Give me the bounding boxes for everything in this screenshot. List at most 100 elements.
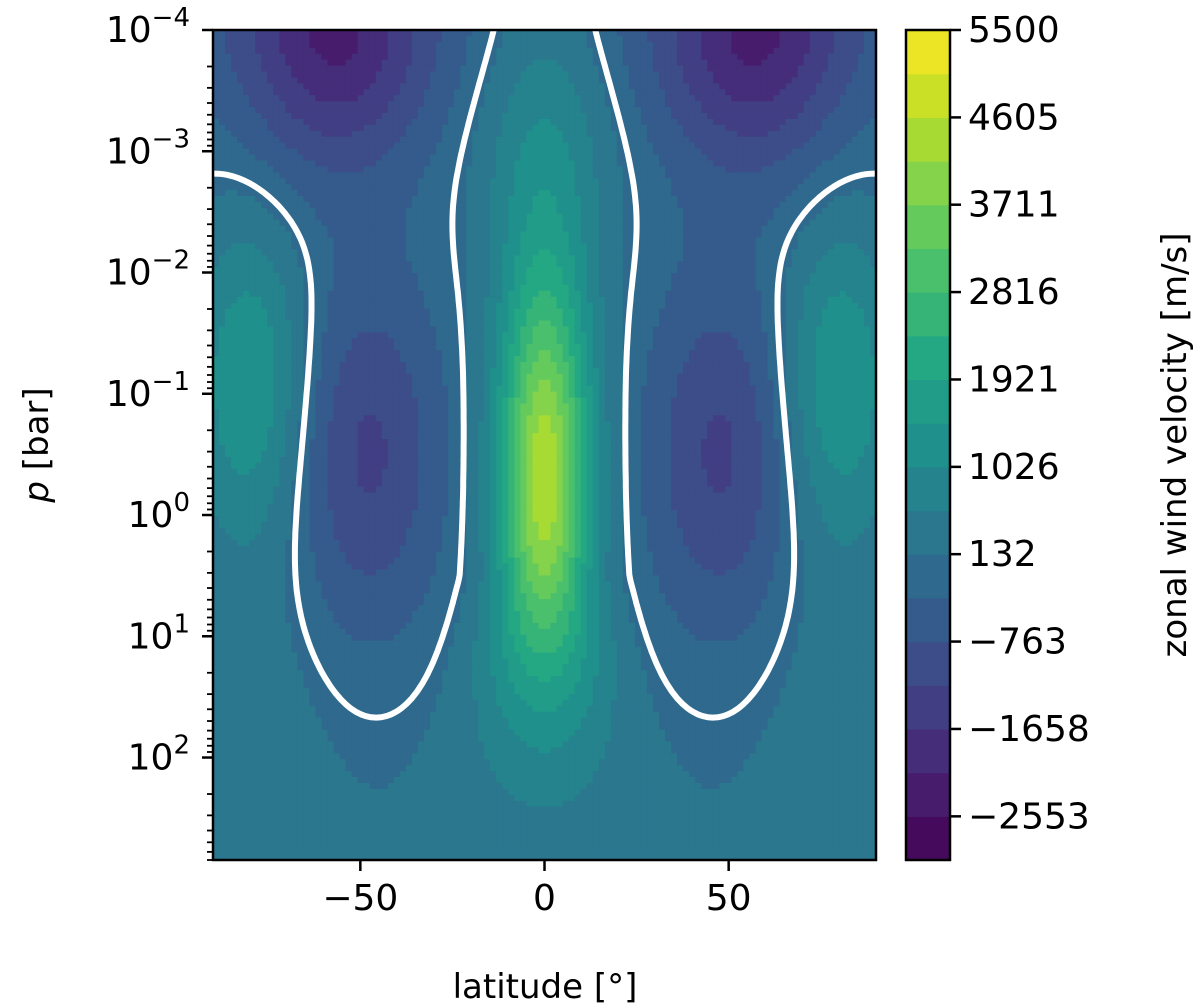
- contour-cell: [677, 207, 684, 215]
- contour-cell: [291, 95, 298, 102]
- contour-cell: [243, 290, 250, 298]
- contour-cell: [387, 89, 395, 96]
- contour-cell: [809, 154, 817, 162]
- contour-cell: [261, 136, 268, 144]
- contour-cell: [285, 142, 292, 150]
- contour-cell: [586, 213, 594, 221]
- contour-cell: [442, 190, 449, 197]
- contour-cell: [363, 267, 371, 274]
- contour-cell: [640, 207, 648, 215]
- contour-cell: [357, 213, 365, 221]
- contour-cell: [719, 261, 726, 268]
- contour-cell: [640, 113, 648, 120]
- contour-cell: [369, 65, 377, 73]
- contour-cell: [640, 190, 648, 197]
- contour-cell: [797, 95, 805, 102]
- contour-cell: [267, 201, 274, 209]
- contour-cell: [327, 148, 335, 156]
- contour-cell: [357, 107, 365, 114]
- contour-cell: [616, 142, 624, 150]
- contour-cell: [309, 107, 317, 114]
- contour-cell: [399, 290, 407, 298]
- contour-cell: [393, 59, 401, 67]
- contour-cell: [550, 89, 558, 96]
- contour-cell: [231, 142, 238, 150]
- contour-cell: [411, 172, 419, 179]
- contour-cell: [791, 172, 799, 179]
- contour-cell: [767, 196, 775, 203]
- contour-cell: [213, 154, 220, 162]
- contour-cell: [562, 267, 570, 274]
- contour-cell: [255, 201, 262, 209]
- contour-cell: [737, 249, 744, 256]
- contour-cell: [508, 184, 515, 191]
- contour-cell: [429, 53, 437, 61]
- contour-cell: [755, 65, 763, 73]
- contour-cell: [779, 30, 787, 37]
- contour-cell: [869, 190, 876, 197]
- contour-cell: [327, 296, 335, 304]
- contour-cell: [387, 30, 395, 37]
- contour-cell: [345, 136, 353, 144]
- contour-cell: [532, 124, 540, 132]
- contour-cell: [652, 231, 660, 239]
- contour-cell: [869, 130, 876, 138]
- contour-cell: [303, 190, 311, 197]
- contour-cell: [737, 53, 744, 61]
- contour-cell: [659, 47, 666, 55]
- contour-cell: [273, 184, 280, 191]
- contour-cell: [610, 41, 618, 49]
- contour-cell: [273, 59, 280, 67]
- contour-cell: [821, 225, 829, 233]
- contour-cell: [773, 71, 781, 79]
- contour-cell: [484, 30, 491, 37]
- contour-cell: [502, 261, 509, 268]
- contour-cell: [496, 71, 503, 79]
- contour-cell: [785, 201, 793, 209]
- contour-cell: [671, 166, 678, 173]
- contour-cell: [851, 273, 859, 280]
- contour-cell: [604, 89, 612, 96]
- contour-cell: [466, 154, 473, 162]
- contour-cell: [659, 243, 666, 250]
- contour-cell: [659, 255, 666, 262]
- contour-cell: [689, 71, 696, 79]
- contour-cell: [544, 279, 552, 286]
- contour-cell: [755, 196, 763, 203]
- contour-cell: [616, 101, 624, 108]
- contour-cell: [405, 184, 413, 191]
- contour-cell: [785, 243, 793, 250]
- contour-cell: [839, 219, 847, 227]
- contour-cell: [460, 290, 467, 298]
- contour-cell: [237, 59, 244, 67]
- contour-cell: [261, 273, 268, 280]
- contour-cell: [411, 207, 419, 215]
- contour-cell: [448, 95, 455, 102]
- contour-cell: [514, 166, 521, 173]
- contour-cell: [285, 284, 292, 292]
- contour-cell: [357, 284, 365, 292]
- contour-cell: [592, 279, 600, 286]
- contour-cell: [761, 166, 769, 173]
- contour-cell: [321, 83, 329, 90]
- contour-cell: [665, 213, 672, 221]
- contour-cell: [279, 71, 286, 79]
- contour-cell: [520, 273, 528, 280]
- contour-cell: [363, 166, 371, 173]
- contour-cell: [225, 35, 232, 43]
- contour-cell: [556, 95, 564, 102]
- contour-cell: [556, 243, 564, 250]
- contour-cell: [544, 261, 552, 268]
- contour-cell: [755, 148, 763, 156]
- contour-cell: [279, 290, 286, 298]
- contour-cell: [225, 118, 232, 126]
- contour-cell: [731, 83, 738, 90]
- contour-cell: [628, 107, 636, 114]
- contour-cell: [291, 107, 298, 114]
- contour-cell: [761, 160, 769, 167]
- contour-cell: [484, 255, 491, 262]
- contour-cell: [592, 178, 600, 185]
- contour-cell: [797, 124, 805, 132]
- contour-cell: [309, 225, 317, 233]
- contour-cell: [297, 184, 305, 191]
